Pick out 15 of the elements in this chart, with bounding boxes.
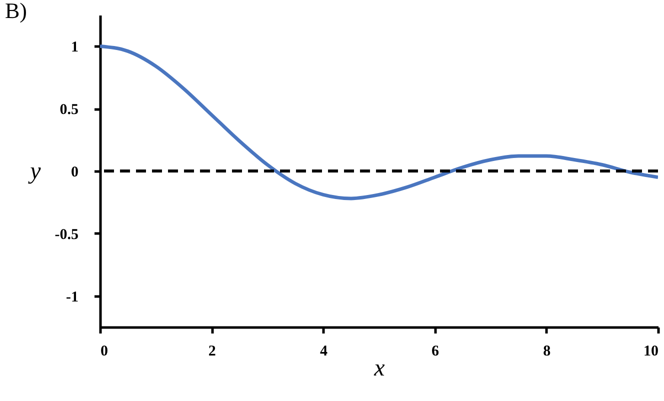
y-tick-label: 1 [71,40,78,56]
x-axis-title: x [373,356,386,382]
line-series [100,44,658,200]
x-tick-label: 2 [208,344,216,360]
y-axis-title: y [28,158,42,184]
x-tick-label: 10 [644,344,658,360]
x-tick-label: 0 [100,344,108,360]
y-tick-label: -0.5 [54,226,78,243]
x-tick-label: 8 [543,344,551,360]
x-tick-label: 4 [320,344,328,360]
y-tick-label: -1 [66,289,78,306]
chart-title: B) [5,0,27,23]
x-tick-label: 6 [432,344,440,360]
y-tick-label: 0.5 [60,102,78,118]
y-tick-label: 0 [71,164,78,180]
